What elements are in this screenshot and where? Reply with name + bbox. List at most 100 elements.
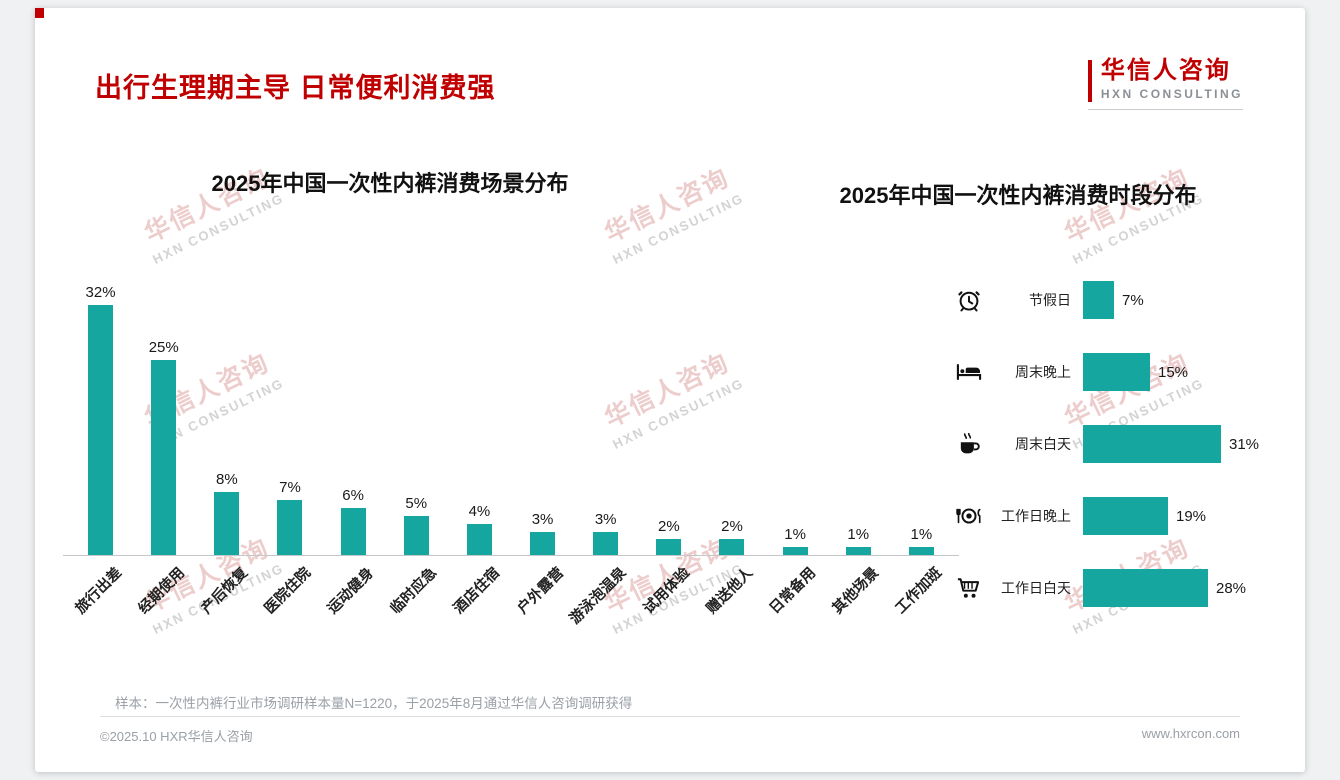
bar	[403, 516, 429, 555]
bar-value-label: 2%	[657, 518, 680, 535]
category-tick: 其他场景	[827, 557, 890, 642]
bar-value-label: 32%	[85, 284, 116, 301]
scene-bar-column: 8%	[195, 471, 258, 555]
category-tick: 运动健身	[322, 557, 385, 642]
scene-bar-column: 7%	[258, 479, 321, 555]
bar-value-label: 25%	[148, 339, 179, 356]
footer: ©2025.10 HXR华信人咨询 www.hxrcon.com	[100, 716, 1240, 745]
period-label: 节假日	[1029, 292, 1071, 308]
scene-bar-column: 1%	[827, 526, 890, 555]
category-label: 产后恢复	[198, 564, 252, 618]
category-tick: 产后恢复	[195, 557, 258, 642]
period-chart-plot: 节假日 7% 周末晚上 15% 周末白天 31% 工作日晚上 19% 工作日白天 28%	[947, 264, 1299, 624]
slide-card: 华信人咨询 HXN CONSULTING 华信人咨询 HXN CONSULTING 华信…	[35, 8, 1305, 772]
scene-bar-column: 3%	[574, 511, 637, 555]
category-tick: 经期使用	[132, 557, 195, 642]
category-tick: 医院住院	[258, 557, 321, 642]
bar-value-label: 28%	[1216, 579, 1247, 597]
bar	[1083, 497, 1168, 535]
scene-bar-column: 4%	[448, 503, 511, 555]
scene-bar-column: 1%	[890, 526, 953, 555]
category-label: 其他场景	[830, 564, 883, 618]
period-bar-row: 节假日 7%	[947, 264, 1299, 336]
scene-chart-title: 2025年中国一次性内裤消费场景分布	[211, 171, 569, 196]
coffee-icon	[947, 430, 991, 458]
category-label: 赠送他人	[703, 564, 757, 618]
bar	[530, 532, 556, 555]
bar-track: 28%	[1083, 569, 1299, 607]
logo-accent-bar	[1087, 60, 1092, 102]
category-tick: 临时应急	[385, 557, 448, 642]
logo-cn-name: 华信人咨询	[1100, 57, 1231, 84]
bar-value-label: 2%	[721, 518, 743, 535]
bar-value-label: 4%	[468, 503, 491, 520]
bar	[88, 305, 114, 555]
logo-text: 华信人咨询 HXN CONSULTING	[1100, 57, 1243, 102]
period-chart-title: 2025年中国一次性内裤消费时段分布	[839, 183, 1197, 208]
corner-accent	[35, 8, 44, 18]
scene-bar-column: 1%	[764, 526, 827, 555]
category-tick: 日常备用	[764, 557, 827, 642]
bar	[1083, 425, 1221, 463]
category-label: 工作加班	[893, 564, 946, 618]
category-label: 游泳泡温泉	[567, 564, 630, 628]
category-tick: 户外露营	[511, 557, 574, 642]
scene-chart-plot: 32% 25% 8% 7% 6% 5% 4% 3% 3% 2% 2% 1% 1% 1%	[63, 284, 959, 556]
bar-value-label: 15%	[1158, 363, 1189, 381]
bar-track: 31%	[1083, 425, 1299, 463]
website-text: www.hxrcon.com	[1141, 726, 1240, 741]
category-tick: 游泳泡温泉	[567, 557, 637, 642]
bar	[277, 500, 303, 555]
bar-value-label: 1%	[784, 526, 806, 543]
period-bar-row: 周末晚上 15%	[947, 336, 1299, 408]
scene-bar-column: 5%	[385, 495, 448, 555]
sample-note: 样本：一次性内裤行业市场调研样本量N=1220，于2025年8月通过华信人咨询调…	[115, 696, 633, 711]
bed-icon	[947, 358, 991, 386]
period-bar-row: 工作日白天 28%	[947, 552, 1299, 624]
bar	[845, 547, 871, 555]
copyright-text: ©2025.10 HXR华信人咨询	[100, 729, 253, 744]
logo-en-name: HXN CONSULTING	[1100, 87, 1243, 102]
category-tick: 工作加班	[890, 557, 953, 642]
category-label: 经期使用	[135, 564, 188, 618]
dinner-plate-icon	[947, 502, 991, 530]
bar-value-label: 1%	[910, 526, 933, 543]
category-tick: 赠送他人	[700, 557, 763, 642]
period-bar-row: 周末白天 31%	[947, 408, 1299, 480]
period-bar-row: 工作日晚上 19%	[947, 480, 1299, 552]
scene-chart-axis-labels: 旅行出差 经期使用 产后恢复 医院住院 运动健身 临时应急 酒店住宿 户外露营 游泳泡温泉 试用体…	[63, 557, 959, 642]
period-label: 工作日白天	[1001, 580, 1071, 596]
category-tick: 试用体验	[637, 557, 700, 642]
period-label: 工作日晚上	[1001, 508, 1071, 524]
bar	[151, 360, 177, 555]
scene-bar-column: 3%	[511, 511, 574, 555]
bar-value-label: 7%	[1122, 291, 1144, 309]
brand-logo: 华信人咨询 HXN CONSULTING	[1087, 57, 1243, 110]
bar	[1083, 353, 1150, 391]
bar-value-label: 7%	[279, 479, 301, 496]
bar	[656, 539, 682, 555]
bar	[466, 524, 492, 555]
category-label: 运动健身	[324, 564, 378, 618]
bar-value-label: 6%	[342, 487, 364, 504]
category-tick: 旅行出差	[69, 557, 132, 642]
category-label: 旅行出差	[72, 564, 125, 618]
category-tick: 酒店住宿	[448, 557, 511, 642]
scene-bar-column: 32%	[69, 284, 132, 555]
bar	[1083, 281, 1114, 319]
period-label: 周末白天	[1015, 436, 1071, 452]
category-label: 医院住院	[261, 564, 315, 618]
bar-value-label: 19%	[1176, 507, 1207, 525]
category-label: 户外露营	[514, 564, 567, 618]
category-label: 酒店住宿	[451, 564, 504, 618]
category-label: 试用体验	[640, 564, 693, 618]
category-label: 临时应急	[388, 564, 441, 618]
period-label: 周末晚上	[1015, 364, 1071, 380]
alarm-clock-icon	[947, 286, 991, 314]
shopping-cart-icon	[947, 574, 991, 602]
bar	[593, 532, 619, 555]
scene-bar-column: 2%	[700, 518, 763, 555]
bar-value-label: 3%	[531, 511, 554, 528]
bar-track: 15%	[1083, 353, 1299, 391]
